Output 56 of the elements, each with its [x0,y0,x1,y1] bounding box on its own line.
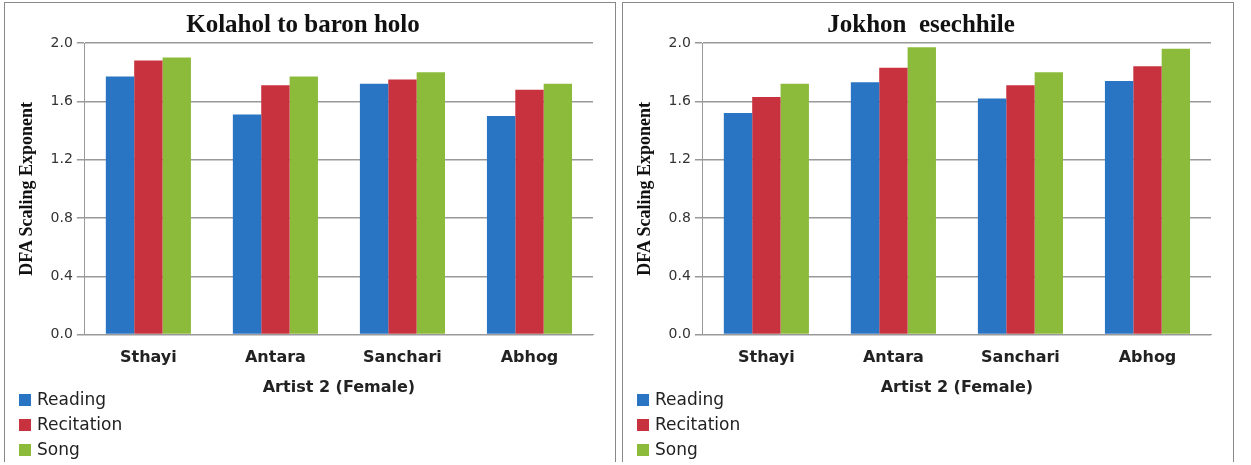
x-tick-label: Abhog [1118,347,1177,367]
bar [388,79,417,334]
x-axis-title: Artist 2 (Female) [880,376,1034,396]
bar [977,98,1007,334]
y-tick-label: 0.8 [668,208,691,225]
y-tick-label: 2.0 [668,33,691,50]
bar [1006,85,1035,334]
bar [289,76,318,334]
x-tick-label: Abhog [500,347,559,367]
bar [1034,72,1064,334]
bar [105,76,135,334]
bar [162,57,191,334]
x-tick-label: Sthayi [737,347,795,367]
bar [1133,66,1162,334]
legend-label: Song [37,439,80,459]
y-tick-label: 1.6 [50,91,73,108]
bar [261,85,290,334]
x-tick-label: Antara [244,347,306,367]
bar [850,82,880,334]
x-axis-title: Artist 2 (Female) [262,376,416,396]
y-tick-label: 0.8 [50,208,73,225]
legend-label: Recitation [37,414,123,434]
bar [752,96,781,334]
bar [232,114,262,334]
y-tick-label: 2.0 [50,33,73,50]
y-tick-label: 0.4 [50,266,73,283]
y-tick-label: 0.0 [668,325,691,342]
legend-label: Recitation [655,414,741,434]
bar [543,83,573,334]
legend-label: Reading [655,389,725,409]
bar [907,47,936,334]
bar [879,67,908,334]
y-axis-title: DFA Scaling Exponent [16,101,37,276]
legend-label: Reading [37,389,107,409]
bar [1104,80,1134,334]
y-tick-label: 1.6 [668,91,691,108]
y-tick-label: 1.2 [50,150,73,167]
bar [416,72,446,334]
x-tick-label: Sthayi [119,347,177,367]
bar [515,89,544,334]
chart-title: Kolahol to baron holo [186,10,420,38]
y-tick-label: 1.2 [668,150,691,167]
y-axis-title: DFA Scaling Exponent [634,101,655,276]
x-tick-label: Antara [862,347,924,367]
bar [359,83,389,334]
bar [780,83,809,334]
x-tick-label: Sanchari [981,347,1060,367]
y-tick-label: 0.4 [668,266,691,283]
x-tick-label: Sanchari [363,347,442,367]
y-tick-label: 0.0 [50,325,73,342]
bar [723,112,753,334]
bar [486,115,516,334]
bar [134,60,163,334]
legend-label: Song [655,439,698,459]
chart-title: Jokhon esechhile [827,10,1015,38]
bar [1161,48,1191,334]
